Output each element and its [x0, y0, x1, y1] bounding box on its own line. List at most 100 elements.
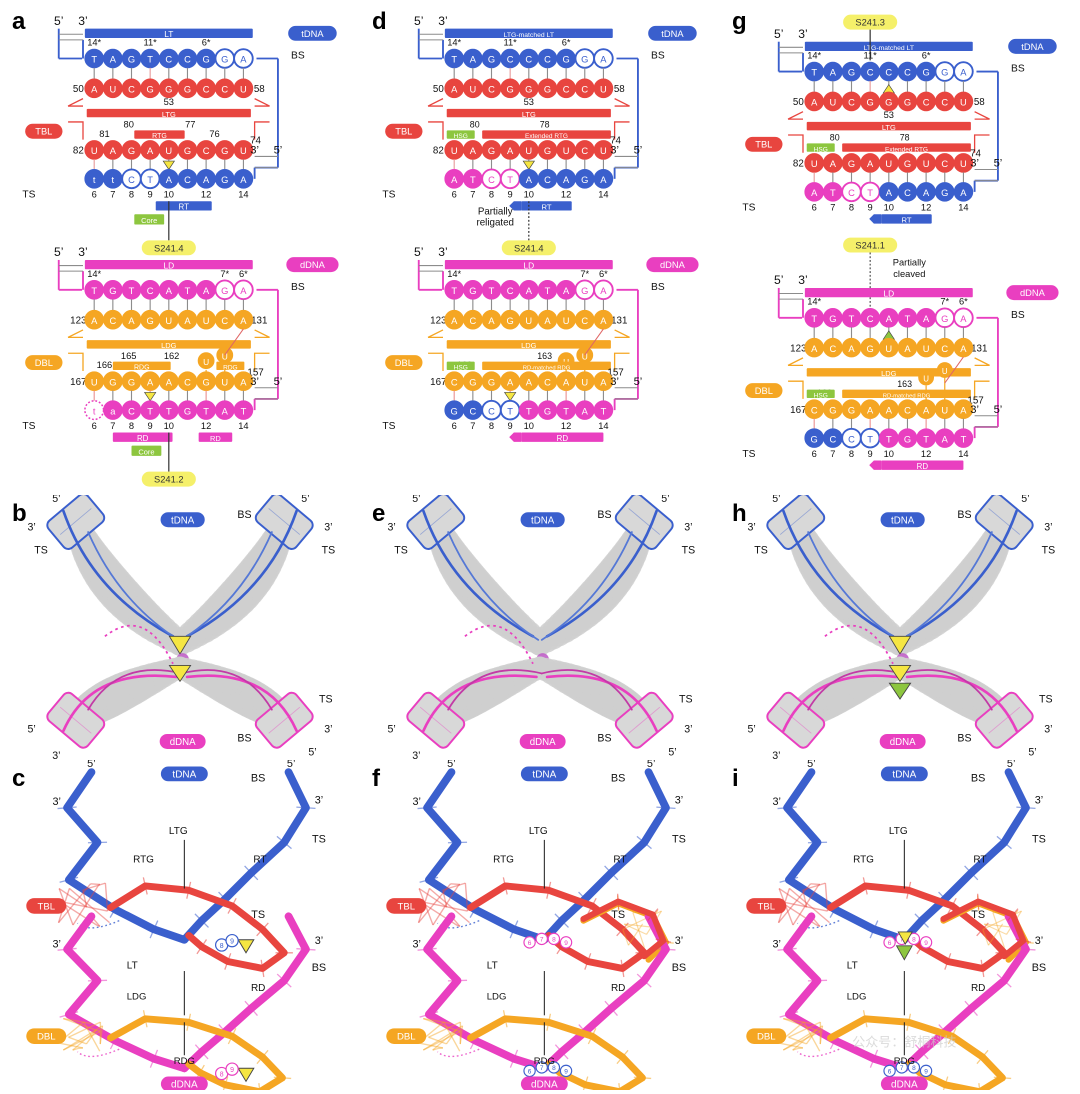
- svg-text:G: G: [507, 316, 514, 326]
- svg-text:U: U: [203, 357, 209, 367]
- svg-text:3’: 3’: [684, 724, 692, 736]
- svg-text:G: G: [941, 188, 948, 198]
- svg-text:G: G: [184, 146, 191, 156]
- svg-text:5’: 5’: [774, 273, 783, 287]
- svg-text:8: 8: [220, 1072, 224, 1079]
- svg-text:A: A: [600, 316, 607, 326]
- svg-text:G: G: [451, 406, 458, 416]
- svg-text:T: T: [507, 175, 513, 185]
- svg-text:3’: 3’: [684, 521, 692, 533]
- svg-text:C: C: [128, 175, 135, 185]
- svg-text:dDNA: dDNA: [170, 737, 196, 748]
- svg-text:C: C: [507, 286, 514, 296]
- svg-text:6: 6: [92, 189, 97, 199]
- svg-text:5’: 5’: [668, 747, 676, 759]
- svg-text:A: A: [923, 314, 930, 324]
- svg-text:A: A: [91, 316, 98, 326]
- svg-text:50: 50: [73, 84, 84, 95]
- svg-text:T: T: [830, 188, 836, 198]
- svg-text:T: T: [185, 286, 191, 296]
- svg-text:BS: BS: [651, 282, 665, 293]
- svg-text:14*: 14*: [807, 51, 821, 61]
- svg-text:A: A: [600, 286, 607, 296]
- svg-text:dDNA: dDNA: [171, 1080, 198, 1090]
- svg-text:C: C: [525, 55, 532, 65]
- svg-text:A: A: [526, 175, 533, 185]
- svg-text:7: 7: [830, 203, 835, 213]
- svg-text:BS: BS: [672, 962, 686, 974]
- svg-text:dDNA: dDNA: [891, 1080, 918, 1090]
- svg-text:U: U: [960, 159, 967, 169]
- svg-text:U: U: [240, 146, 247, 156]
- svg-text:6: 6: [92, 421, 97, 431]
- svg-text:C: C: [184, 377, 191, 387]
- svg-text:RD: RD: [210, 434, 221, 443]
- svg-text:G: G: [221, 286, 228, 296]
- svg-text:U: U: [581, 377, 588, 387]
- svg-text:C: C: [941, 98, 948, 108]
- svg-text:14: 14: [598, 189, 608, 199]
- svg-text:U: U: [885, 159, 892, 169]
- svg-text:C: C: [221, 85, 228, 95]
- svg-text:3’: 3’: [1044, 724, 1052, 736]
- svg-text:HSG: HSG: [454, 133, 468, 140]
- svg-text:14: 14: [238, 421, 248, 431]
- svg-text:G: G: [184, 406, 191, 416]
- svg-text:G: G: [184, 85, 191, 95]
- svg-text:T: T: [905, 314, 911, 324]
- svg-text:80: 80: [124, 120, 134, 130]
- svg-text:G: G: [109, 377, 116, 387]
- svg-text:TS: TS: [971, 909, 985, 921]
- svg-text:76: 76: [209, 129, 219, 139]
- svg-text:5’: 5’: [1007, 760, 1015, 770]
- svg-text:3’: 3’: [324, 724, 332, 736]
- svg-text:7: 7: [540, 937, 544, 944]
- svg-text:TS: TS: [742, 449, 755, 460]
- svg-text:5’: 5’: [87, 760, 95, 770]
- svg-text:3’: 3’: [52, 939, 60, 951]
- svg-text:LD: LD: [523, 260, 534, 270]
- svg-text:RT: RT: [902, 216, 912, 225]
- svg-text:DBL: DBL: [397, 1032, 416, 1043]
- svg-text:8: 8: [129, 189, 134, 199]
- svg-text:BS: BS: [971, 773, 985, 785]
- svg-text:T: T: [147, 406, 153, 416]
- svg-text:12: 12: [921, 449, 931, 459]
- svg-text:t: t: [93, 406, 96, 416]
- svg-text:A: A: [488, 316, 495, 326]
- svg-text:A: A: [470, 146, 477, 156]
- svg-text:9: 9: [148, 189, 153, 199]
- svg-text:TBL: TBL: [395, 127, 412, 137]
- svg-text:U: U: [811, 159, 818, 169]
- svg-text:3’: 3’: [324, 521, 332, 533]
- svg-text:12: 12: [201, 421, 211, 431]
- svg-text:BS: BS: [291, 282, 305, 293]
- svg-text:3’: 3’: [78, 14, 87, 28]
- svg-text:G: G: [904, 159, 911, 169]
- svg-text:A: A: [240, 316, 247, 326]
- svg-text:A: A: [886, 405, 893, 415]
- svg-text:14*: 14*: [447, 37, 461, 47]
- svg-text:14*: 14*: [447, 269, 461, 279]
- svg-text:S241.3: S241.3: [855, 18, 885, 28]
- svg-text:10: 10: [524, 421, 534, 431]
- svg-text:3’: 3’: [610, 376, 619, 388]
- svg-text:C: C: [469, 316, 476, 326]
- svg-text:7: 7: [110, 189, 115, 199]
- svg-text:167: 167: [430, 377, 446, 388]
- svg-text:U: U: [109, 85, 116, 95]
- svg-text:5’: 5’: [1021, 495, 1029, 505]
- svg-text:A: A: [240, 377, 247, 387]
- svg-text:C: C: [507, 55, 514, 65]
- svg-text:5’: 5’: [54, 14, 63, 28]
- svg-text:RT: RT: [973, 854, 986, 865]
- svg-text:BS: BS: [611, 773, 625, 785]
- svg-text:TS: TS: [322, 544, 336, 556]
- svg-text:HSG: HSG: [814, 393, 828, 400]
- svg-text:TBL: TBL: [38, 901, 56, 912]
- svg-text:A: A: [867, 405, 874, 415]
- svg-text:8: 8: [849, 449, 854, 459]
- svg-text:C: C: [128, 85, 135, 95]
- svg-text:BS: BS: [597, 509, 611, 521]
- svg-text:BS: BS: [1032, 962, 1046, 974]
